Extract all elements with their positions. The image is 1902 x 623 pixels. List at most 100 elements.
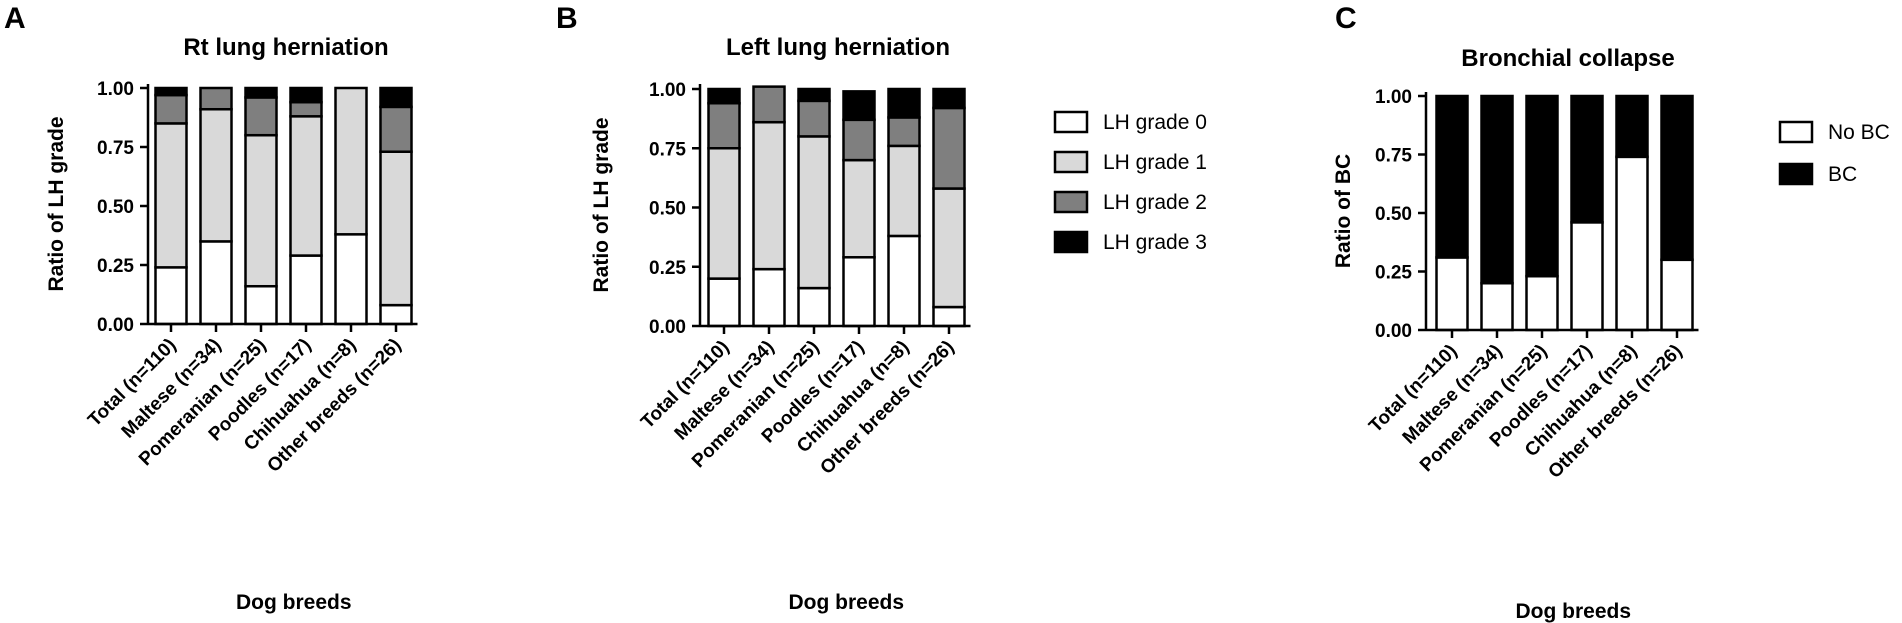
bar-segment [244,86,278,99]
y-axis-label: Ratio of LH grade [590,117,613,292]
bar-segment [154,266,188,326]
legend-label: LH grade 0 [1103,111,1207,134]
bar-segment [244,284,278,326]
bar-segment [199,107,233,243]
bar-segment [707,87,741,105]
legend-label: LH grade 2 [1103,191,1207,214]
y-axis-label: Ratio of LH grade [45,116,68,291]
bar-segment [1660,258,1694,332]
bar-segment [244,96,278,137]
bar-segment [244,133,278,288]
bar-segment [289,115,323,257]
y-tick-label: 0.50 [97,197,134,218]
bar-segment [154,86,188,97]
bar-segment [379,86,413,109]
legend-label: BC [1828,163,1857,186]
y-tick-label: 0.25 [649,258,686,279]
bar-segment [797,286,831,328]
bar-segment [887,144,921,238]
legend: LH grade 0 LH grade 1 LH grade 2 LH grade 3 [1053,110,1207,254]
bar-segment [707,147,741,280]
bar-segment [797,135,831,290]
bar-segment [842,90,876,122]
bar-segment [1660,94,1694,262]
bar-segment [887,116,921,148]
y-tick-label: 0.00 [649,317,686,338]
legend-label: LH grade 3 [1103,231,1207,254]
bar-segment [887,87,921,119]
bar-segment [289,100,323,118]
y-tick-label: 1.00 [97,79,134,100]
bar-segment [707,101,741,150]
bar-segment [752,267,786,328]
bar-segment [842,256,876,328]
bar-segment [932,87,966,110]
y-tick-label: 0.50 [649,199,686,220]
bar-segment [1480,94,1514,285]
panel-letter: B [556,2,578,35]
legend-swatch [1053,150,1089,174]
bar-segment [1570,221,1604,332]
bar-segment [1615,94,1649,159]
legend-swatch [1053,110,1089,134]
bar-segment [752,85,786,124]
x-axis-label: Dog breeds [788,591,904,614]
panel-letter: A [4,2,26,35]
legend-swatch [1778,162,1814,186]
legend-swatch [1778,120,1814,144]
bar-segment [379,303,413,326]
y-tick-label: 0.00 [1375,321,1412,342]
y-axis-label: Ratio of BC [1332,154,1355,268]
legend: No BC BC [1778,120,1890,186]
bar-segment [379,105,413,153]
bar-segment [289,254,323,326]
bar-segment [797,99,831,138]
bar-segment [932,187,966,309]
bar-segment [289,86,323,104]
bar-segment [842,118,876,162]
bar-segment [932,305,966,328]
chart-title: Left lung herniation [726,34,950,61]
y-tick-label: 0.75 [1375,146,1412,167]
bar-segment [1435,94,1469,259]
bar-segment [1615,155,1649,332]
y-tick-label: 1.00 [649,80,686,101]
bar-segment [1435,256,1469,332]
bar-segment [1525,274,1559,332]
y-tick-label: 0.00 [97,315,134,336]
bar-segment [707,277,741,328]
bar-segment [379,150,413,307]
bar-segment [932,106,966,190]
x-axis-label: Dog breeds [236,591,352,614]
bar-segment [842,158,876,259]
bar-segment [334,86,368,236]
bar-segment [199,86,233,111]
bar-segment [334,233,368,326]
bar-segment [1570,94,1604,224]
bar-segment [1480,281,1514,332]
legend-swatch [1053,230,1089,254]
x-axis-label: Dog breeds [1515,600,1631,623]
chart-title: Rt lung herniation [183,34,388,61]
bar-segment [797,87,831,103]
y-tick-label: 0.25 [1375,263,1412,284]
legend-label: LH grade 1 [1103,151,1207,174]
panel-letter: C [1335,2,1357,35]
bar-segment [199,240,233,326]
bar-segment [154,122,188,269]
bar-segment [752,120,786,271]
y-tick-label: 0.25 [97,256,134,277]
bar-segment [887,234,921,328]
bar-segment [1525,94,1559,278]
y-tick-label: 0.75 [97,138,134,159]
legend-swatch [1053,190,1089,214]
y-tick-label: 0.75 [649,139,686,160]
bar-segment [154,93,188,125]
y-tick-label: 1.00 [1375,87,1412,108]
chart-title: Bronchial collapse [1461,45,1674,72]
y-tick-label: 0.50 [1375,204,1412,225]
